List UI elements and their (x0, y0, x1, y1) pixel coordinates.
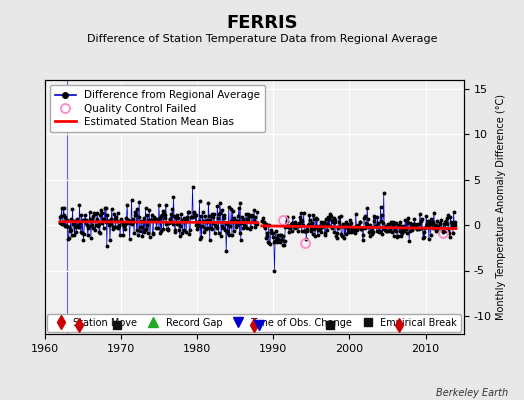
Y-axis label: Monthly Temperature Anomaly Difference (°C): Monthly Temperature Anomaly Difference (… (496, 94, 506, 320)
Text: Difference of Station Temperature Data from Regional Average: Difference of Station Temperature Data f… (87, 34, 437, 44)
Legend: Station Move, Record Gap, Time of Obs. Change, Empirical Break: Station Move, Record Gap, Time of Obs. C… (47, 314, 461, 332)
Text: FERRIS: FERRIS (226, 14, 298, 32)
Text: Berkeley Earth: Berkeley Earth (436, 388, 508, 398)
